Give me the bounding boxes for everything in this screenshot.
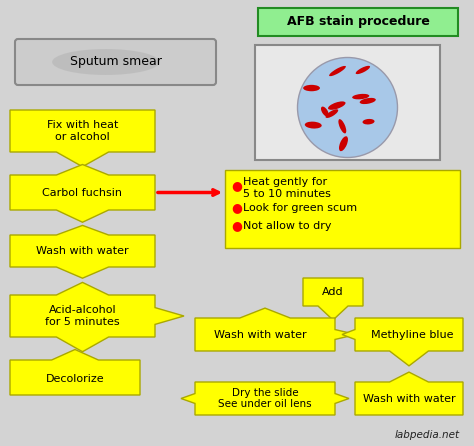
Text: Add: Add (322, 287, 344, 297)
Ellipse shape (326, 109, 338, 118)
Text: Wash with water: Wash with water (363, 395, 456, 405)
FancyBboxPatch shape (15, 39, 216, 85)
Text: ●: ● (232, 179, 242, 193)
Polygon shape (181, 382, 349, 415)
FancyBboxPatch shape (225, 170, 460, 248)
Ellipse shape (305, 122, 322, 128)
Ellipse shape (52, 49, 159, 75)
Text: Not allow to dry: Not allow to dry (243, 221, 331, 231)
Text: Decolorize: Decolorize (46, 374, 104, 384)
Ellipse shape (321, 107, 328, 116)
Polygon shape (195, 308, 356, 351)
Ellipse shape (360, 98, 376, 104)
Circle shape (298, 58, 398, 157)
Polygon shape (10, 350, 140, 395)
Text: 5 to 10 minutes: 5 to 10 minutes (243, 189, 331, 199)
Text: Heat gently for: Heat gently for (243, 177, 327, 187)
Text: Look for green scum: Look for green scum (243, 203, 357, 213)
Ellipse shape (329, 66, 346, 76)
Text: Dry the slide
See under oil lens: Dry the slide See under oil lens (218, 388, 312, 409)
Ellipse shape (339, 136, 348, 151)
Text: AFB stain procedure: AFB stain procedure (287, 16, 429, 29)
Text: Methyline blue: Methyline blue (371, 330, 453, 339)
Text: Sputum smear: Sputum smear (70, 55, 162, 69)
Polygon shape (10, 225, 155, 278)
Text: ●: ● (232, 219, 242, 232)
Text: Acid-alcohol
for 5 minutes: Acid-alcohol for 5 minutes (45, 305, 120, 327)
FancyBboxPatch shape (258, 8, 458, 36)
Text: Wash with water: Wash with water (214, 330, 306, 339)
Ellipse shape (338, 119, 346, 133)
Ellipse shape (303, 85, 320, 91)
Polygon shape (10, 110, 155, 167)
Polygon shape (10, 165, 155, 222)
Text: Carbol fuchsin: Carbol fuchsin (43, 187, 122, 198)
Text: ●: ● (232, 202, 242, 215)
Polygon shape (303, 278, 363, 320)
Text: Wash with water: Wash with water (36, 246, 129, 256)
Polygon shape (10, 282, 184, 352)
Ellipse shape (356, 66, 370, 74)
Text: labpedia.net: labpedia.net (395, 430, 460, 440)
Ellipse shape (352, 94, 369, 99)
Ellipse shape (363, 119, 374, 124)
FancyBboxPatch shape (255, 45, 440, 160)
Polygon shape (342, 318, 463, 366)
Polygon shape (355, 372, 463, 415)
Ellipse shape (328, 101, 346, 110)
Text: Fix with heat
or alcohol: Fix with heat or alcohol (47, 120, 118, 142)
